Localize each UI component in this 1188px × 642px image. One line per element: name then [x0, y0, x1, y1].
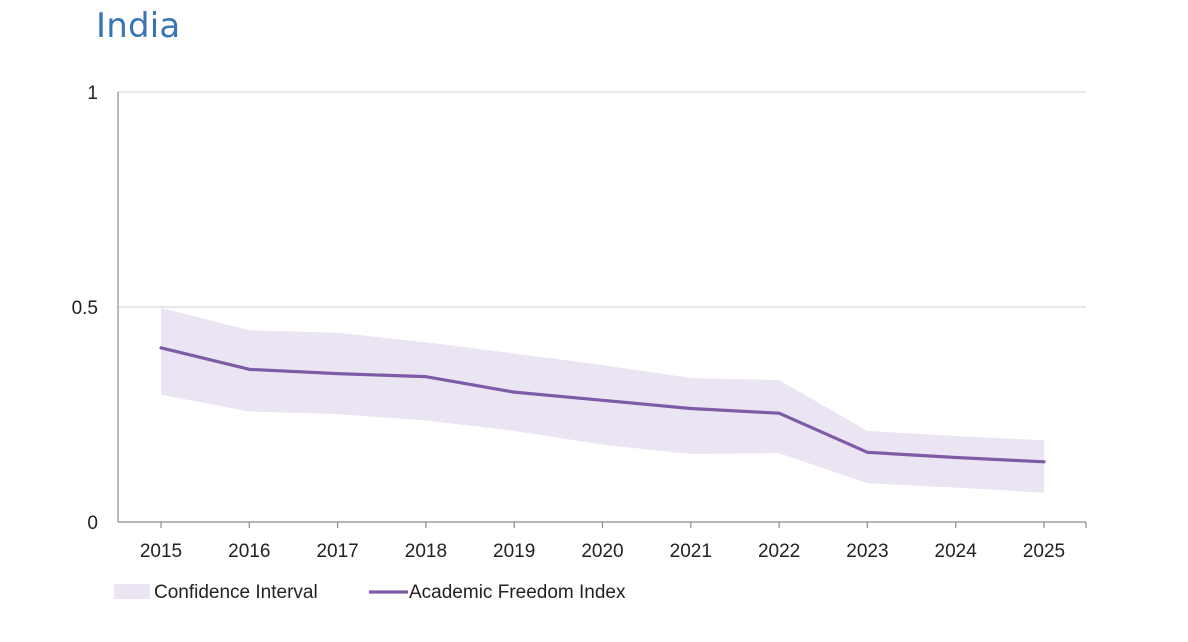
y-tick-label: 1	[87, 83, 98, 104]
data-point	[512, 390, 516, 394]
x-tick-label: 2023	[846, 541, 888, 562]
data-point	[1042, 460, 1046, 464]
data-point	[601, 398, 604, 402]
data-point	[424, 375, 428, 379]
x-tick-label: 2016	[228, 541, 270, 562]
legend-label-academic-freedom-index: Academic Freedom Index	[409, 582, 626, 603]
data-point	[336, 372, 339, 376]
x-tick-label: 2018	[405, 541, 447, 562]
chart-title: India	[96, 6, 181, 46]
legend: Confidence Interval Academic Freedom Inde…	[114, 582, 626, 603]
x-tick-label: 2017	[316, 541, 358, 562]
legend-label-confidence-interval: Confidence Interval	[154, 582, 318, 603]
y-tick-label: 0	[87, 513, 98, 534]
legend-swatch-confidence-interval	[114, 584, 150, 599]
x-tick-label: 2025	[1023, 541, 1065, 562]
x-tick-label: 2021	[670, 541, 712, 562]
x-tick-label: 2015	[140, 541, 182, 562]
series-lines	[159, 346, 1046, 464]
x-tick-label: 2022	[758, 541, 800, 562]
data-point	[159, 346, 163, 350]
tick-labels: 0 0.5 1 2015 2016 2017 2018 2019 2020 2021 2022 202…	[72, 83, 1066, 562]
x-tick-label: 2024	[935, 541, 978, 562]
data-point	[954, 456, 958, 459]
data-point	[777, 411, 781, 415]
gridlines	[118, 91, 1086, 308]
x-tick-label: 2019	[493, 541, 535, 562]
data-point	[247, 367, 251, 371]
x-tick-label: 2020	[581, 541, 623, 562]
y-tick-label: 0.5	[72, 298, 98, 319]
axes	[117, 92, 1087, 528]
data-point	[866, 450, 869, 454]
data-point	[689, 407, 693, 410]
